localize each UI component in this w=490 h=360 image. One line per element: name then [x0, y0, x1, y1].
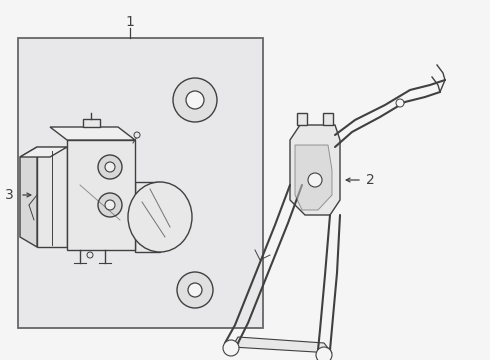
Circle shape: [105, 200, 115, 210]
Text: 3: 3: [5, 188, 14, 202]
Polygon shape: [232, 337, 332, 353]
Polygon shape: [67, 140, 135, 250]
Circle shape: [98, 193, 122, 217]
Circle shape: [134, 132, 140, 138]
Circle shape: [186, 91, 204, 109]
Polygon shape: [20, 147, 37, 247]
Polygon shape: [323, 113, 333, 125]
Text: 2: 2: [366, 173, 375, 187]
Polygon shape: [290, 125, 340, 215]
Polygon shape: [37, 147, 67, 247]
Circle shape: [396, 99, 404, 107]
Circle shape: [173, 78, 217, 122]
Circle shape: [87, 252, 93, 258]
Circle shape: [316, 347, 332, 360]
Circle shape: [223, 340, 239, 356]
Bar: [18, 38, 263, 328]
Circle shape: [188, 283, 202, 297]
Ellipse shape: [128, 182, 192, 252]
Polygon shape: [20, 147, 67, 157]
Polygon shape: [295, 145, 332, 210]
Circle shape: [105, 162, 115, 172]
Polygon shape: [297, 113, 307, 125]
Circle shape: [98, 155, 122, 179]
Circle shape: [308, 173, 322, 187]
Text: 1: 1: [125, 15, 134, 29]
Polygon shape: [50, 127, 135, 140]
Polygon shape: [83, 119, 100, 127]
Polygon shape: [135, 182, 160, 252]
Circle shape: [177, 272, 213, 308]
